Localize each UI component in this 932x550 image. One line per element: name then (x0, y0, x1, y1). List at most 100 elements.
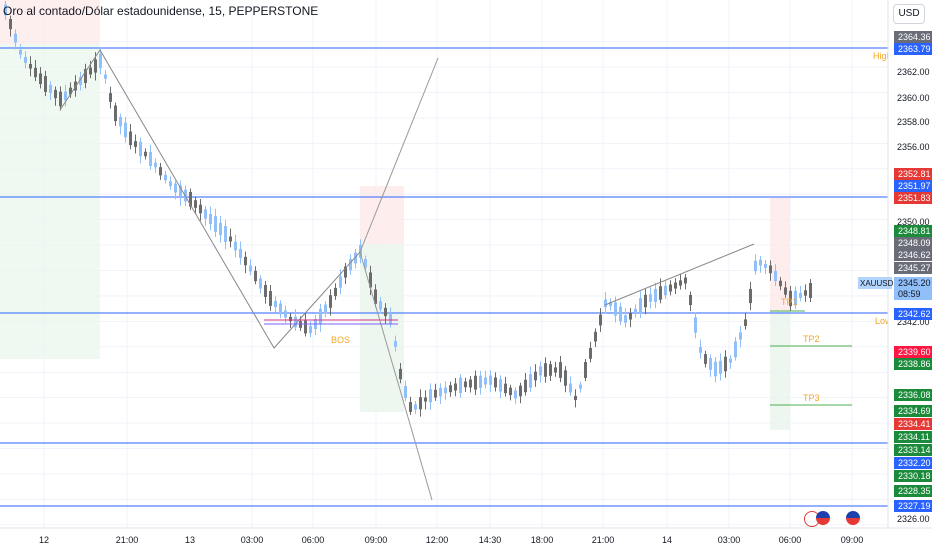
candle-body (229, 236, 232, 242)
price-label: 2363.79 (898, 44, 931, 54)
candle-body (259, 278, 262, 289)
time-tick: 18:00 (531, 535, 554, 545)
projection-arrow (359, 57, 439, 253)
candle-body (494, 377, 497, 388)
candle-body (164, 174, 167, 181)
candle-body (534, 371, 537, 381)
us-flag-icon[interactable] (846, 511, 860, 525)
candle-body (699, 347, 702, 353)
candle-body (284, 310, 287, 318)
candle-body (499, 379, 502, 392)
candle-body (34, 67, 37, 78)
candle-body (609, 301, 612, 307)
candle-body (714, 361, 717, 377)
candle-body (689, 294, 692, 306)
candle-body (344, 266, 347, 278)
price-tick: 2360.00 (897, 93, 930, 103)
candle-body (554, 367, 557, 373)
candle-body (679, 280, 682, 286)
price-label-bg (894, 405, 932, 417)
tp3-label: TP3 (803, 393, 820, 403)
candle-body (319, 308, 322, 325)
time-tick: 14 (662, 535, 672, 545)
price-label-bg (894, 431, 932, 443)
candle-body (24, 57, 27, 63)
candle-body (304, 320, 307, 334)
candle-body (354, 252, 357, 264)
time-tick: 03:00 (241, 535, 264, 545)
price-label: 2348.81 (898, 226, 931, 236)
price-label-bg (894, 500, 932, 512)
candle-body (794, 290, 797, 306)
low-label: Low (875, 316, 892, 326)
candle-body (404, 386, 407, 398)
candle-body (94, 59, 97, 73)
candle-body (639, 298, 642, 314)
candle-body (114, 105, 117, 122)
price-label-bg (894, 277, 932, 289)
candle-body (634, 308, 637, 314)
candle-body (329, 295, 332, 308)
candle-body (524, 379, 527, 393)
candle-body (654, 289, 657, 302)
candle-body (644, 294, 647, 308)
candle-body (724, 356, 727, 372)
high-label: High (873, 51, 892, 61)
event-icons-row (0, 511, 932, 527)
price-label-bg (894, 168, 932, 180)
us-flag-icon[interactable] (816, 511, 830, 525)
candle-body (349, 259, 352, 271)
candle-body (324, 304, 327, 314)
candle-body (64, 91, 67, 101)
tp2-label: TP2 (803, 334, 820, 344)
candle-body (574, 395, 577, 401)
price-tick: 2362.00 (897, 67, 930, 77)
candle-body (384, 307, 387, 317)
candle-body (799, 293, 802, 298)
candle-body (239, 248, 242, 259)
candle-body (754, 260, 757, 272)
candle-body (274, 300, 277, 308)
candle-body (254, 270, 257, 282)
target-zone (770, 312, 790, 430)
candle-body (119, 117, 122, 127)
time-tick: 21:00 (116, 535, 139, 545)
candle-body (564, 370, 567, 386)
candle-body (219, 222, 222, 236)
candle-body (309, 325, 312, 334)
currency-button[interactable]: USD (893, 4, 925, 24)
price-label: 2334.69 (898, 406, 931, 416)
price-label-bg (894, 444, 932, 456)
candle-body (549, 364, 552, 376)
time-tick: 14:30 (479, 535, 502, 545)
price-label-bg (894, 457, 932, 469)
price-label: 2332.20 (898, 458, 931, 468)
candle-body (179, 185, 182, 199)
price-label-bg (894, 237, 932, 249)
price-tick: 2342.00 (897, 317, 930, 327)
candle-body (454, 383, 457, 391)
price-label: 2333.14 (898, 445, 931, 455)
candle-body (189, 191, 192, 207)
price-label-bg (894, 225, 932, 237)
candle-body (4, 4, 7, 16)
candle-body (54, 89, 57, 99)
candle-body (544, 363, 547, 377)
candle-body (559, 362, 562, 378)
candle-body (599, 314, 602, 326)
candle-body (69, 87, 72, 95)
candle-body (14, 33, 17, 43)
candle-body (684, 277, 687, 284)
candle-body (519, 385, 522, 397)
candle-body (514, 390, 517, 399)
candle-body (809, 282, 812, 299)
candle-body (364, 259, 367, 268)
candle-body (79, 77, 82, 85)
candle-body (804, 290, 807, 296)
candle-body (734, 341, 737, 358)
candle-body (49, 85, 52, 93)
candle-body (124, 122, 127, 138)
candle-body (174, 183, 177, 193)
candle-body (504, 383, 507, 394)
